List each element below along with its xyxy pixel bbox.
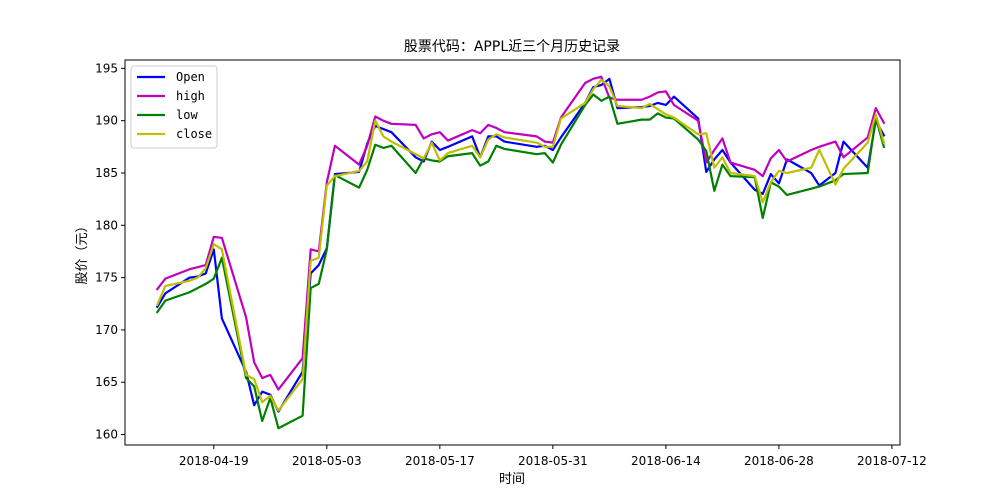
y-tick-label: 175 [95, 271, 118, 285]
x-tick-label: 2018-06-14 [631, 454, 701, 468]
y-tick-label: 165 [95, 375, 118, 389]
y-tick-label: 180 [95, 218, 118, 232]
x-tick-label: 2018-06-28 [744, 454, 814, 468]
y-tick-label: 185 [95, 166, 118, 180]
series-line-high [155, 75, 886, 391]
y-tick-label: 160 [95, 428, 118, 442]
ticks-layer: 160 165 170 175 180 185 190 195 2018-04-19 2018-0… [95, 61, 927, 468]
x-tick-label: 2018-05-03 [292, 454, 362, 468]
y-tick-label: 170 [95, 323, 118, 337]
chart-title: 股票代码：APPL近三个月历史记录 [404, 39, 620, 55]
series-line-close [155, 78, 886, 412]
legend: Open high low close [130, 65, 218, 149]
x-tick-label: 2018-05-17 [405, 454, 475, 468]
plot-area-frame [124, 59, 901, 446]
series-line-low [155, 93, 886, 430]
legend-label-low: low [176, 108, 198, 122]
x-tick-label: 2018-07-12 [857, 454, 927, 468]
y-tick-label: 195 [95, 61, 118, 75]
legend-label-high: high [176, 89, 205, 103]
legend-label-close: close [176, 127, 212, 141]
y-axis-label: 股价（元） [75, 219, 90, 284]
y-tick-label: 190 [95, 114, 118, 128]
x-tick-label: 2018-04-19 [179, 454, 249, 468]
x-axis-label: 时间 [499, 472, 525, 487]
legend-label-open: Open [176, 70, 205, 84]
legend-box [130, 65, 218, 149]
x-tick-label: 2018-05-31 [518, 454, 588, 468]
series-line-open [155, 77, 886, 413]
series-layer [155, 75, 886, 430]
